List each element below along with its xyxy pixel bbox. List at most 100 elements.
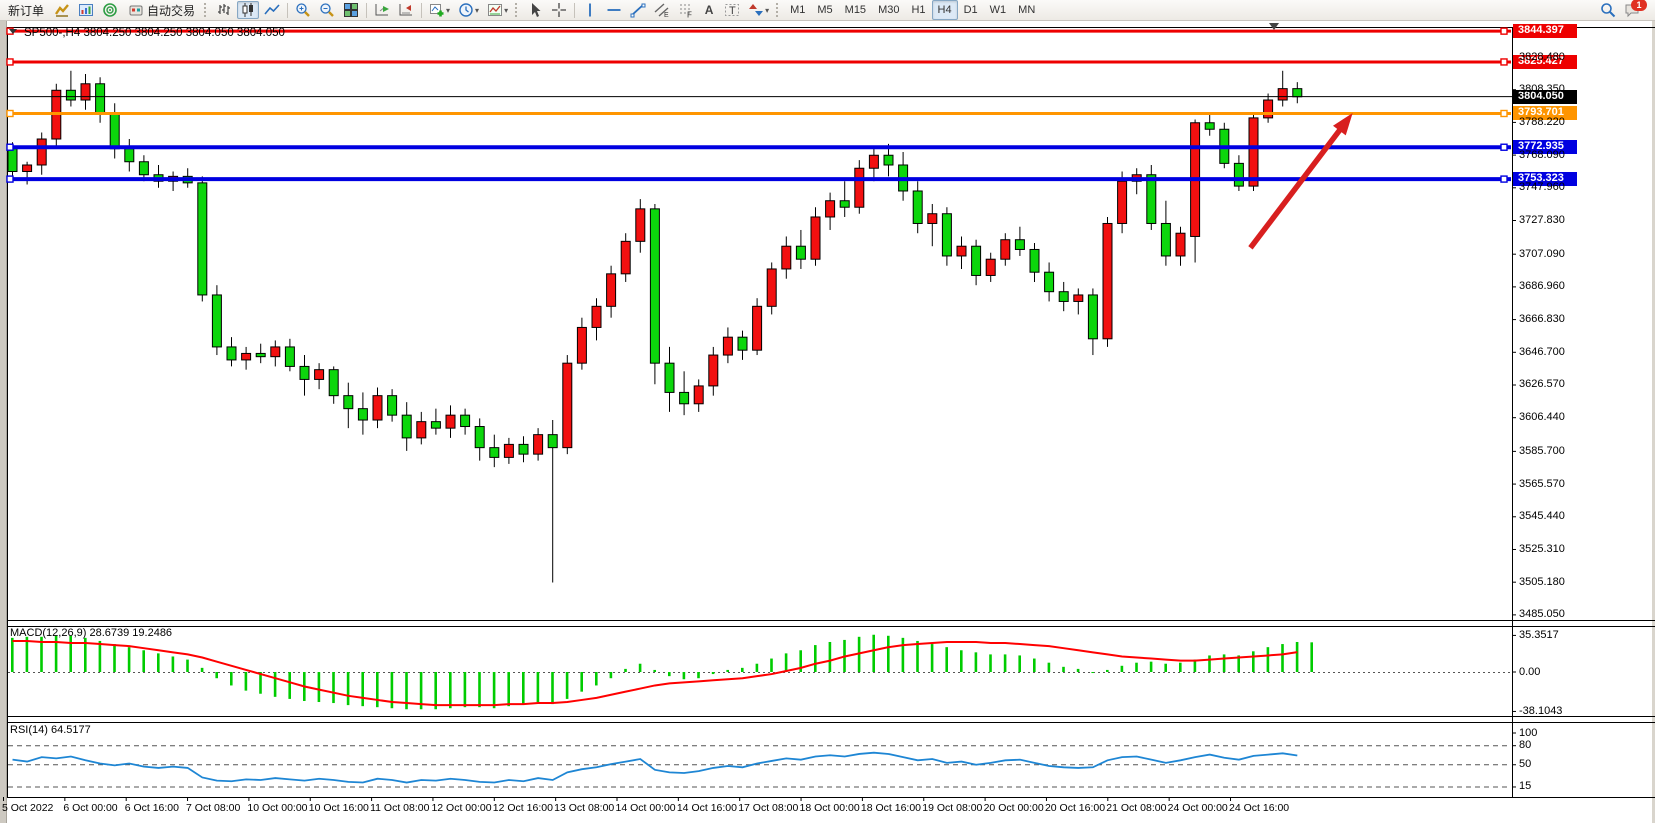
macd-bar — [142, 650, 145, 672]
fibonacci-tool[interactable]: F — [675, 1, 697, 19]
macd-bar — [1164, 663, 1167, 672]
macd-bar — [98, 640, 102, 672]
chart-shift-icon[interactable] — [395, 1, 417, 19]
text-label-tool[interactable]: T — [721, 1, 743, 19]
candle-body — [241, 352, 252, 361]
candle-body — [941, 213, 952, 257]
macd-bar — [1033, 658, 1036, 672]
line-handle[interactable] — [1500, 27, 1508, 35]
crosshair-icon[interactable] — [548, 1, 570, 19]
candle-body — [518, 443, 529, 455]
macd-bar — [230, 672, 233, 686]
text-tool[interactable]: A — [704, 3, 714, 17]
tab-timeframe-h4[interactable]: H4 — [931, 0, 958, 20]
macd-bar — [726, 669, 729, 672]
candle-body — [1204, 122, 1215, 130]
zoom-in-icon[interactable] — [292, 1, 314, 19]
candle-body — [387, 395, 398, 416]
macd-bar — [989, 654, 992, 672]
templates-button[interactable]: ▾ — [484, 1, 511, 19]
tab-timeframe-d1[interactable]: D1 — [963, 4, 978, 16]
new-chart-icon[interactable] — [51, 1, 73, 19]
one-click-trading-toggle[interactable] — [9, 29, 17, 34]
candles-group — [8, 70, 1303, 583]
main-toolbar: 新订单 自动交易 ▾ ▾ ▾ — [0, 0, 1655, 21]
macd-bar — [69, 635, 72, 672]
tab-timeframe-h1[interactable]: H1 — [911, 4, 926, 16]
tab-timeframe-w1[interactable]: W1 — [989, 4, 1007, 16]
candlestick-chart-icon[interactable] — [237, 1, 260, 19]
macd-bar — [755, 663, 759, 672]
trend-arrow-line[interactable] — [1248, 125, 1344, 250]
macd-bar — [1003, 654, 1007, 672]
navigator-icon[interactable] — [99, 1, 121, 19]
search-icon[interactable] — [1597, 1, 1619, 19]
line-handle[interactable] — [1500, 58, 1508, 66]
line-handle[interactable] — [6, 58, 14, 66]
line-chart-icon[interactable] — [261, 1, 283, 19]
toolbar-drag-handle[interactable] — [515, 3, 520, 17]
toolbar-drag-handle[interactable] — [204, 3, 209, 17]
toolbar-drag-handle[interactable] — [776, 3, 781, 17]
market-watch-icon[interactable] — [75, 1, 97, 19]
macd-bar — [565, 672, 569, 699]
line-handle[interactable] — [6, 143, 14, 151]
auto-scroll-icon[interactable] — [371, 1, 393, 19]
horizontal-line-tool[interactable] — [603, 1, 625, 19]
trendline-tool[interactable] — [627, 1, 649, 19]
zoom-out-icon[interactable] — [316, 1, 338, 19]
macd-bar — [11, 637, 14, 672]
macd-bar — [478, 672, 481, 708]
arrows-tool[interactable]: ▾ — [745, 1, 772, 19]
line-handle[interactable] — [1500, 109, 1508, 118]
macd-bar — [668, 672, 671, 677]
macd-bar — [784, 653, 788, 672]
macd-bar — [113, 644, 116, 672]
macd-bar — [682, 672, 686, 680]
cursor-icon[interactable] — [524, 1, 546, 19]
candle-body — [1087, 294, 1098, 340]
line-handle[interactable] — [6, 109, 14, 118]
candle-body — [1263, 99, 1274, 119]
candle-body — [1175, 232, 1186, 257]
window-right-edge — [1652, 21, 1655, 823]
not0ifications-button[interactable]: 1 — [1621, 0, 1647, 19]
macd-bar — [390, 672, 394, 709]
line-handle[interactable] — [1500, 175, 1508, 183]
candle-body — [547, 434, 558, 449]
macd-bar — [376, 672, 379, 708]
tab-timeframe-mn[interactable]: MN — [1018, 4, 1036, 16]
macd-bar — [1149, 661, 1153, 672]
candle-body — [985, 258, 996, 276]
tile-windows-icon[interactable] — [340, 1, 362, 19]
tab-timeframe-m1[interactable]: M1 — [790, 4, 806, 16]
candle-body — [1044, 271, 1055, 293]
macd-bar — [741, 667, 744, 672]
line-handle[interactable] — [6, 175, 14, 183]
chart-shift-marker[interactable] — [1269, 23, 1279, 30]
equidistant-channel-tool[interactable]: E — [651, 1, 673, 19]
chevron-down-icon: ▾ — [446, 5, 451, 15]
macd-bar — [1135, 662, 1138, 672]
bar-chart-icon[interactable] — [213, 1, 235, 19]
new-order-button[interactable]: 新订单 — [3, 1, 49, 19]
line-handle[interactable] — [1500, 143, 1508, 151]
candle-body — [1029, 248, 1040, 273]
tab-timeframe-m5[interactable]: M5 — [817, 4, 833, 16]
tab-timeframe-m30[interactable]: M30 — [878, 4, 900, 16]
add-indicator-button[interactable]: ▾ — [426, 1, 453, 19]
macd-bar — [697, 672, 700, 679]
vertical-line-tool[interactable] — [579, 1, 601, 19]
macd-bar — [127, 647, 131, 672]
macd-bar — [711, 672, 715, 675]
trend-arrow-head[interactable] — [1332, 113, 1353, 136]
periods-button[interactable]: ▾ — [455, 1, 482, 19]
macd-bar — [1018, 655, 1021, 672]
macd-signal-line — [12, 639, 1298, 707]
candle-body — [270, 346, 281, 358]
tab-timeframe-m15[interactable]: M15 — [844, 4, 867, 16]
candle-body — [868, 154, 879, 169]
candle-body — [416, 421, 427, 439]
auto-trading-button[interactable]: 自动交易 — [123, 1, 200, 19]
